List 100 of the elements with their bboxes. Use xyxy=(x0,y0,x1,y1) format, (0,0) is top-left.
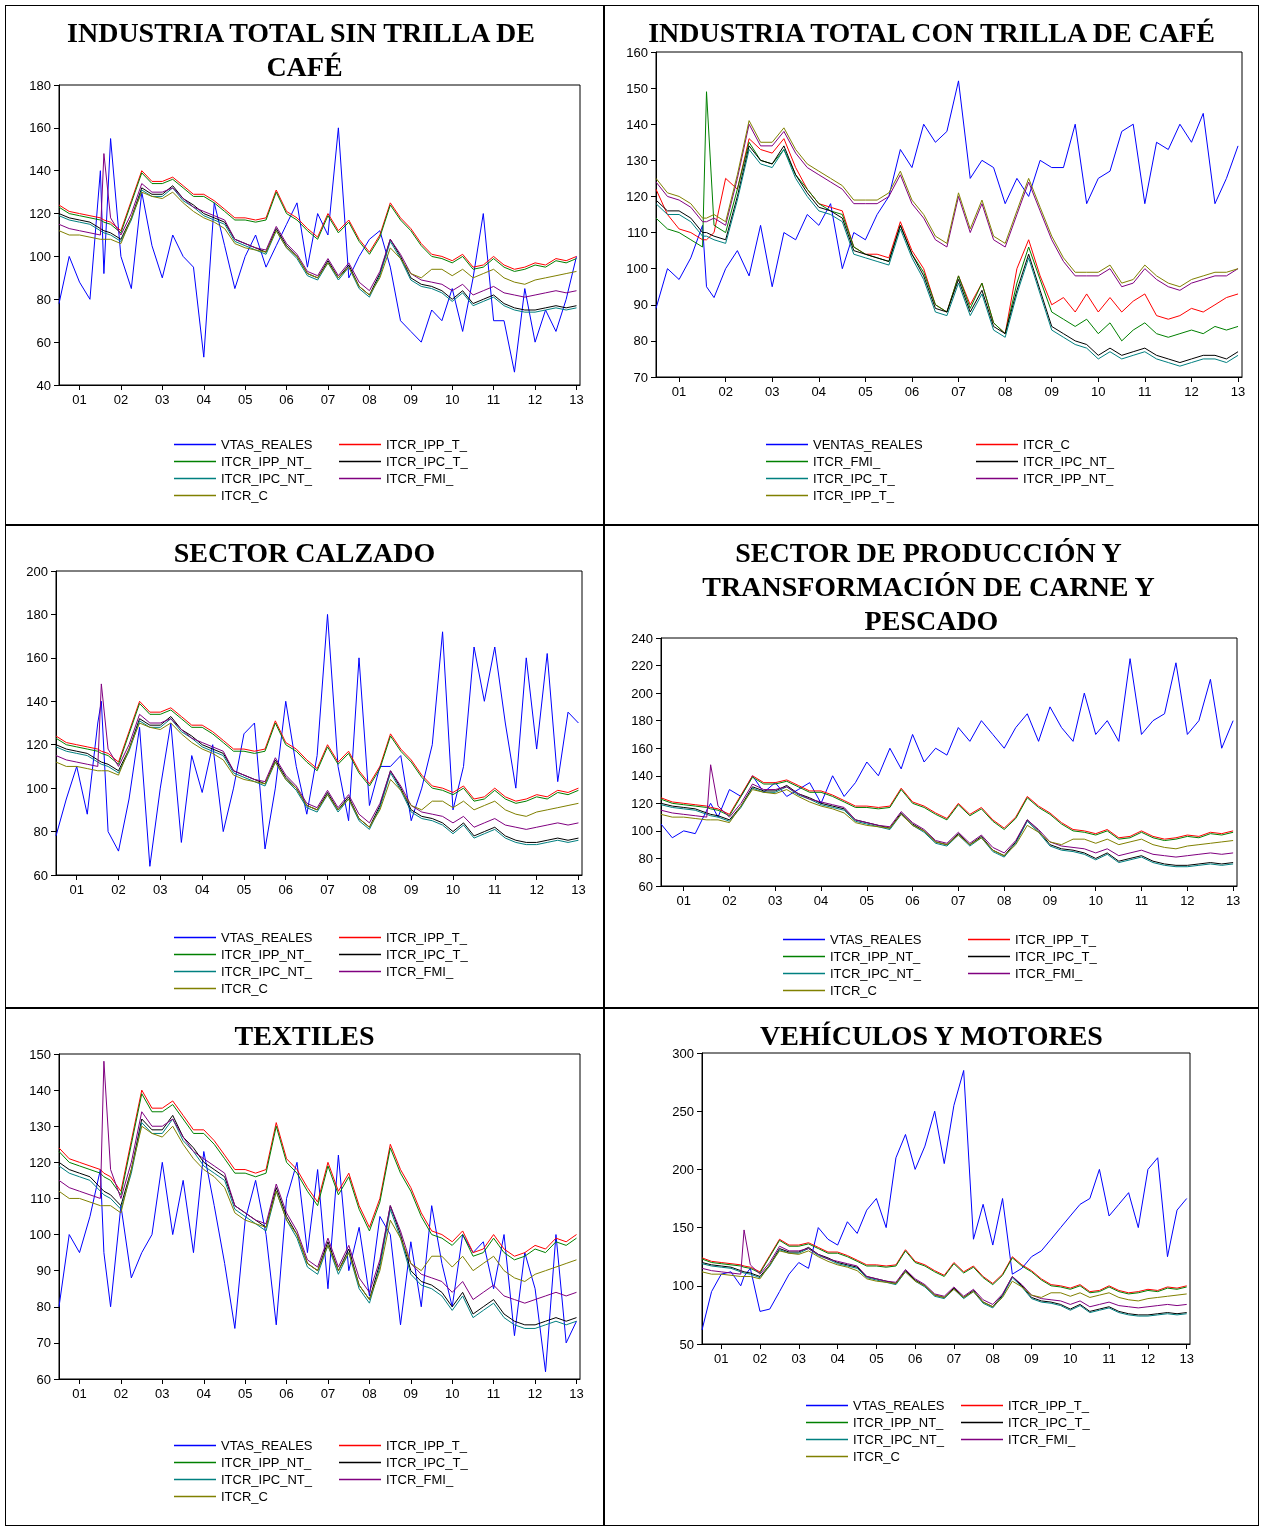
legend-label: ITCR_IPC_T_ xyxy=(386,947,469,962)
y-tick-label: 250 xyxy=(672,1103,694,1119)
legend-label: ITCR_IPP_NT_ xyxy=(221,947,313,962)
x-tick-label: 08 xyxy=(996,893,1012,908)
y-tick-label: 120 xyxy=(631,795,653,811)
y-tick-label: 70 xyxy=(633,369,648,385)
x-tick-label: 05 xyxy=(236,882,252,897)
chart-title: SECTOR DE PRODUCCIÓN Y TRANSFORMACIÓN DE CARNE Y PESCADO xyxy=(702,536,1161,636)
x-tick-label: 01 xyxy=(72,1386,87,1401)
x-tick-label: 13 xyxy=(1179,1351,1194,1366)
legend-label: ITCR_IPC_T_ xyxy=(813,471,896,486)
x-tick-label: 10 xyxy=(444,1386,460,1401)
y-tick-label: 110 xyxy=(30,1190,51,1206)
legend-label: ITCR_IPP_T_ xyxy=(1015,932,1097,947)
legend-label: ITCR_FMI_ xyxy=(813,454,881,469)
x-tick-label: 08 xyxy=(985,1351,1001,1366)
x-tick-label: 04 xyxy=(196,1386,212,1401)
x-tick-label: 12 xyxy=(527,1386,543,1401)
chart-title: TEXTILES xyxy=(234,1019,375,1051)
x-tick-label: 03 xyxy=(153,882,168,897)
x-tick-label: 01 xyxy=(671,384,687,399)
y-tick-label: 120 xyxy=(626,188,648,204)
y-tick-label: 80 xyxy=(638,850,653,866)
legend-label: ITCR_C xyxy=(830,983,877,998)
line-series xyxy=(58,1125,577,1301)
x-tick-label: 03 xyxy=(767,893,783,908)
chart-title: INDUSTRIA TOTAL CON TRILLA DE CAFÉ xyxy=(648,16,1215,48)
legend-label: ITCR_FMI_ xyxy=(1008,1432,1076,1447)
y-tick-label: 60 xyxy=(36,334,51,350)
x-tick-label: 07 xyxy=(951,893,966,908)
line-series xyxy=(660,658,1234,839)
line-series xyxy=(701,1250,1188,1308)
y-tick-label: 100 xyxy=(26,780,48,796)
x-tick-label: 07 xyxy=(946,1351,962,1366)
x-tick-label: 05 xyxy=(237,1386,253,1401)
legend-label: ITCR_IPP_T_ xyxy=(386,930,468,945)
x-tick-label: 12 xyxy=(1140,1351,1156,1366)
x-tick-label: 10 xyxy=(1091,384,1106,399)
x-tick-label: 03 xyxy=(791,1351,806,1366)
legend-label: VTAS_REALES xyxy=(830,932,922,947)
x-tick-label: 01 xyxy=(69,882,84,897)
x-tick-label: 09 xyxy=(1044,384,1059,399)
x-tick-label: 05 xyxy=(869,1351,884,1366)
x-tick-label: 12 xyxy=(529,882,544,897)
x-tick-label: 08 xyxy=(362,882,377,897)
x-tick-label: 06 xyxy=(279,1386,294,1401)
y-tick-label: 50 xyxy=(679,1336,694,1352)
x-tick-label: 06 xyxy=(904,384,920,399)
y-tick-label: 100 xyxy=(29,1227,51,1243)
x-tick-label: 07 xyxy=(320,392,336,407)
y-tick-label: 100 xyxy=(672,1278,694,1294)
legend-label: ITCR_IPC_T_ xyxy=(1008,1415,1091,1430)
legend-label: ITCR_C xyxy=(221,488,268,503)
legend-label: ITCR_IPC_T_ xyxy=(386,1455,469,1470)
x-tick-label: 01 xyxy=(676,893,691,908)
x-tick-label: 07 xyxy=(951,384,966,399)
chart-title: SECTOR CALZADO xyxy=(173,536,436,568)
y-tick-label: 180 xyxy=(29,77,51,93)
line-series xyxy=(58,1151,577,1373)
x-tick-label: 05 xyxy=(858,384,873,399)
x-tick-label: 03 xyxy=(155,1386,170,1401)
legend-label: ITCR_FMI_ xyxy=(386,1472,454,1487)
legend-label: ITCR_FMI_ xyxy=(386,964,454,979)
y-tick-label: 80 xyxy=(633,333,648,349)
line-series xyxy=(660,789,1234,857)
x-tick-label: 04 xyxy=(813,893,829,908)
x-tick-label: 12 xyxy=(527,392,543,407)
y-tick-label: 90 xyxy=(36,1263,51,1279)
y-tick-label: 140 xyxy=(631,768,653,784)
legend-label: ITCR_C xyxy=(221,981,268,996)
x-tick-label: 01 xyxy=(713,1351,729,1366)
x-tick-label: 09 xyxy=(403,392,419,407)
y-tick-label: 120 xyxy=(29,206,51,222)
x-tick-label: 11 xyxy=(486,392,501,407)
x-tick-label: 13 xyxy=(571,882,586,897)
legend-label: VTAS_REALES xyxy=(853,1398,945,1413)
legend-label: VTAS_REALES xyxy=(221,1438,313,1453)
x-tick-label: 09 xyxy=(1042,893,1058,908)
y-tick-label: 300 xyxy=(672,1045,694,1061)
x-tick-label: 02 xyxy=(752,1351,768,1366)
line-series xyxy=(58,191,577,296)
line-series xyxy=(55,722,579,828)
line-series xyxy=(58,1060,577,1304)
y-tick-label: 90 xyxy=(633,297,648,313)
line-series xyxy=(655,80,1239,309)
x-tick-label: 10 xyxy=(1088,893,1103,908)
y-tick-label: 100 xyxy=(631,823,653,839)
y-tick-label: 240 xyxy=(631,630,653,646)
x-tick-label: 09 xyxy=(403,1386,419,1401)
x-tick-label: 02 xyxy=(722,893,737,908)
x-tick-label: 06 xyxy=(279,392,294,407)
y-tick-label: 160 xyxy=(631,740,653,756)
legend-label: ITCR_IPP_NT_ xyxy=(1023,471,1115,486)
y-tick-label: 40 xyxy=(36,377,51,393)
legend-label: ITCR_FMI_ xyxy=(1015,966,1083,981)
x-tick-label: 02 xyxy=(111,882,126,897)
legend-label: ITCR_IPC_T_ xyxy=(386,454,469,469)
x-tick-label: 11 xyxy=(1138,384,1152,399)
y-tick-label: 70 xyxy=(36,1335,51,1351)
legend-label: ITCR_IPP_NT_ xyxy=(221,454,313,469)
